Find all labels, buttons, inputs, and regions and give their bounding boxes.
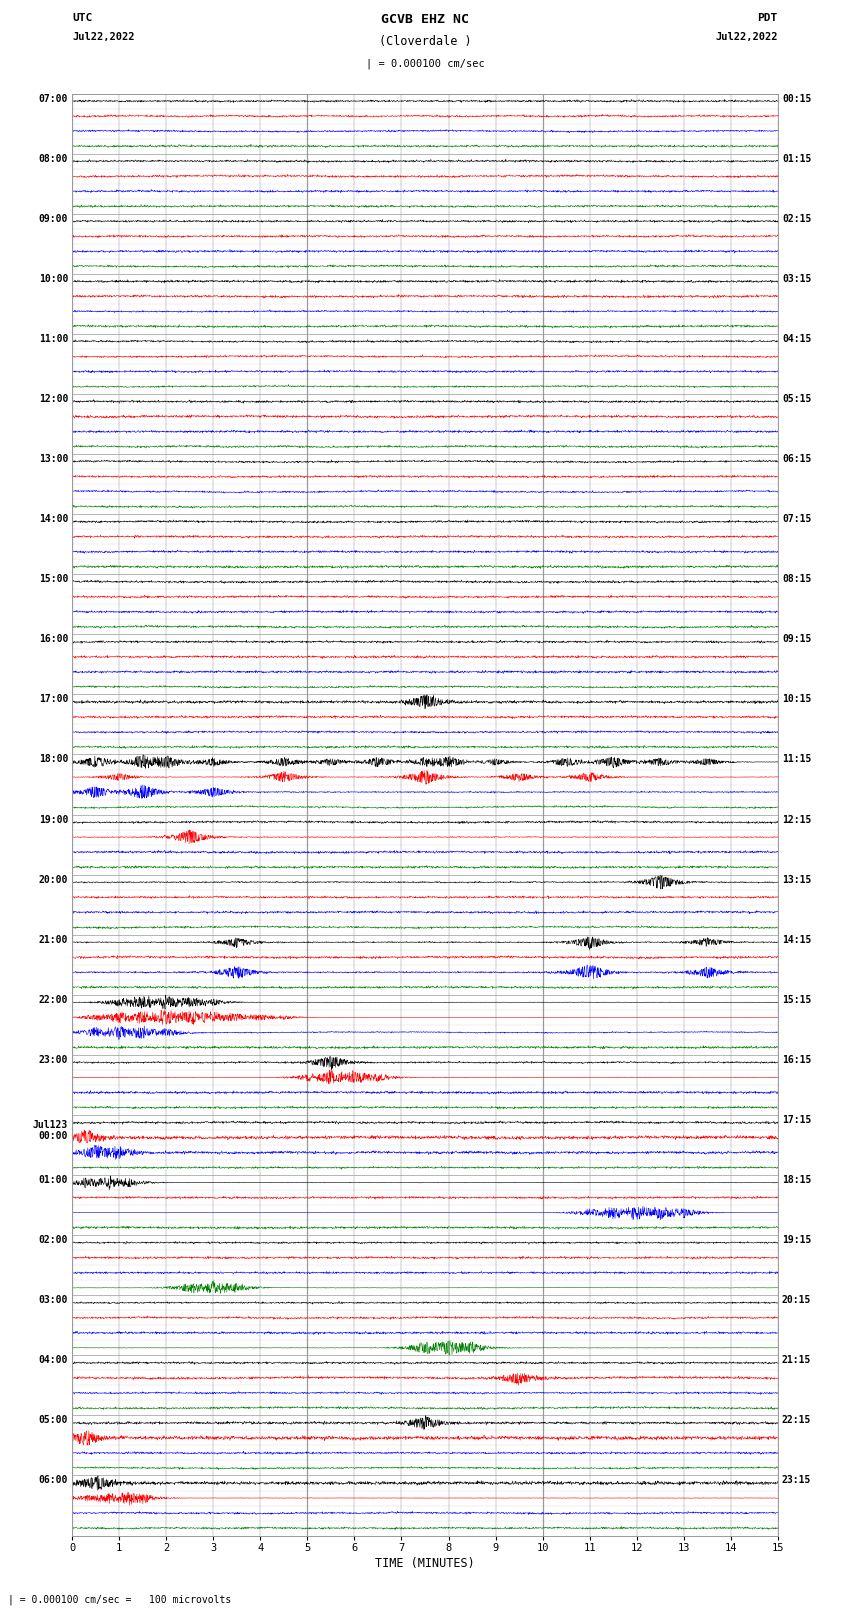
Text: 02:00: 02:00 — [38, 1236, 68, 1245]
Text: 08:15: 08:15 — [782, 574, 812, 584]
Text: 06:00: 06:00 — [38, 1476, 68, 1486]
Text: 07:15: 07:15 — [782, 515, 812, 524]
Text: 11:15: 11:15 — [782, 755, 812, 765]
Text: 22:15: 22:15 — [782, 1416, 812, 1426]
Text: 08:00: 08:00 — [38, 153, 68, 163]
Text: (Cloverdale ): (Cloverdale ) — [379, 35, 471, 48]
Text: 12:15: 12:15 — [782, 815, 812, 824]
Text: 15:00: 15:00 — [38, 574, 68, 584]
Text: 20:15: 20:15 — [782, 1295, 812, 1305]
Text: 13:00: 13:00 — [38, 455, 68, 465]
Text: 17:15: 17:15 — [782, 1115, 812, 1124]
Text: 18:00: 18:00 — [38, 755, 68, 765]
Text: 01:15: 01:15 — [782, 153, 812, 163]
Text: 19:15: 19:15 — [782, 1236, 812, 1245]
Text: 23:00: 23:00 — [38, 1055, 68, 1065]
Text: 22:00: 22:00 — [38, 995, 68, 1005]
Text: 12:00: 12:00 — [38, 394, 68, 403]
Text: PDT: PDT — [757, 13, 778, 23]
Text: 20:00: 20:00 — [38, 874, 68, 884]
Text: 13:15: 13:15 — [782, 874, 812, 884]
Text: 10:00: 10:00 — [38, 274, 68, 284]
Text: 14:00: 14:00 — [38, 515, 68, 524]
Text: 23:15: 23:15 — [782, 1476, 812, 1486]
Text: 10:15: 10:15 — [782, 694, 812, 705]
X-axis label: TIME (MINUTES): TIME (MINUTES) — [375, 1557, 475, 1569]
Text: 03:15: 03:15 — [782, 274, 812, 284]
Text: 17:00: 17:00 — [38, 694, 68, 705]
Text: 07:00: 07:00 — [38, 94, 68, 103]
Text: UTC: UTC — [72, 13, 93, 23]
Text: 16:00: 16:00 — [38, 634, 68, 644]
Text: 03:00: 03:00 — [38, 1295, 68, 1305]
Text: 01:00: 01:00 — [38, 1174, 68, 1186]
Text: | = 0.000100 cm/sec =   100 microvolts: | = 0.000100 cm/sec = 100 microvolts — [8, 1594, 232, 1605]
Text: | = 0.000100 cm/sec: | = 0.000100 cm/sec — [366, 58, 484, 69]
Text: 21:00: 21:00 — [38, 936, 68, 945]
Text: 04:00: 04:00 — [38, 1355, 68, 1365]
Text: Jul22,2022: Jul22,2022 — [72, 32, 135, 42]
Text: Jul123: Jul123 — [33, 1119, 68, 1129]
Text: 05:00: 05:00 — [38, 1416, 68, 1426]
Text: 14:15: 14:15 — [782, 936, 812, 945]
Text: 00:00: 00:00 — [38, 1131, 68, 1140]
Text: 04:15: 04:15 — [782, 334, 812, 344]
Text: 21:15: 21:15 — [782, 1355, 812, 1365]
Text: 00:15: 00:15 — [782, 94, 812, 103]
Text: 19:00: 19:00 — [38, 815, 68, 824]
Text: 05:15: 05:15 — [782, 394, 812, 403]
Text: 09:15: 09:15 — [782, 634, 812, 644]
Text: GCVB EHZ NC: GCVB EHZ NC — [381, 13, 469, 26]
Text: 06:15: 06:15 — [782, 455, 812, 465]
Text: 02:15: 02:15 — [782, 215, 812, 224]
Text: 18:15: 18:15 — [782, 1174, 812, 1186]
Text: Jul22,2022: Jul22,2022 — [715, 32, 778, 42]
Text: 09:00: 09:00 — [38, 215, 68, 224]
Text: 15:15: 15:15 — [782, 995, 812, 1005]
Text: 16:15: 16:15 — [782, 1055, 812, 1065]
Text: 11:00: 11:00 — [38, 334, 68, 344]
